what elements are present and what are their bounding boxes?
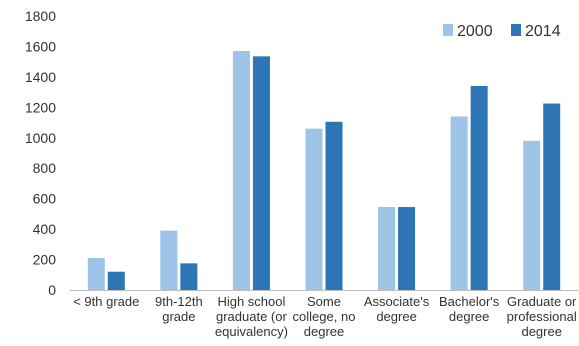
bar-2014-1 xyxy=(180,263,198,290)
category-label: Associate's degree xyxy=(364,294,430,324)
y-tick-label: 1400 xyxy=(25,69,56,85)
category-label: Some college, no degree xyxy=(293,294,356,339)
category-label: < 9th grade xyxy=(73,294,139,309)
category-labels: < 9th grade 9th-12th grade High school gradu… xyxy=(73,294,577,339)
category-label: High school graduate (or equivalency) xyxy=(215,294,288,339)
bar-2000-1 xyxy=(160,230,178,290)
y-tick-label: 200 xyxy=(33,252,57,268)
legend-swatch-2000 xyxy=(443,24,453,36)
y-tick-label: 0 xyxy=(48,282,56,298)
y-tick-label: 800 xyxy=(33,160,57,176)
bar-2000-5 xyxy=(450,116,468,290)
category-label: 9th-12th grade xyxy=(155,294,203,324)
bar-2014-2 xyxy=(252,56,270,290)
axis-group: 0 200 400 600 800 1000 1200 1400 1600 1800 xyxy=(25,8,578,298)
bar-2000-2 xyxy=(232,51,250,291)
bar-2014-5 xyxy=(470,86,488,291)
legend: 2000 2014 xyxy=(443,23,561,40)
y-tick-label: 1000 xyxy=(25,130,56,146)
category-label: Graduate or professional degree xyxy=(507,294,577,339)
y-tick-label: 400 xyxy=(33,221,57,237)
bar-2014-6 xyxy=(543,103,561,291)
bar-2000-3 xyxy=(305,128,323,290)
bar-2014-3 xyxy=(325,121,343,291)
legend-label-2000: 2000 xyxy=(457,23,493,40)
bar-2000-4 xyxy=(378,207,396,290)
bar-2000-6 xyxy=(523,140,541,290)
y-tick-label: 600 xyxy=(33,191,57,207)
y-tick-label: 1600 xyxy=(25,38,56,54)
bar-2014-4 xyxy=(398,207,416,290)
bar-2014-0 xyxy=(107,271,125,290)
bars-group xyxy=(87,51,561,291)
bar-2000-0 xyxy=(87,258,105,290)
category-label: Bachelor's degree xyxy=(439,294,500,324)
legend-label-2014: 2014 xyxy=(525,23,561,40)
legend-swatch-2014 xyxy=(511,24,521,36)
y-tick-label: 1200 xyxy=(25,99,56,115)
y-tick-label: 1800 xyxy=(25,8,56,24)
